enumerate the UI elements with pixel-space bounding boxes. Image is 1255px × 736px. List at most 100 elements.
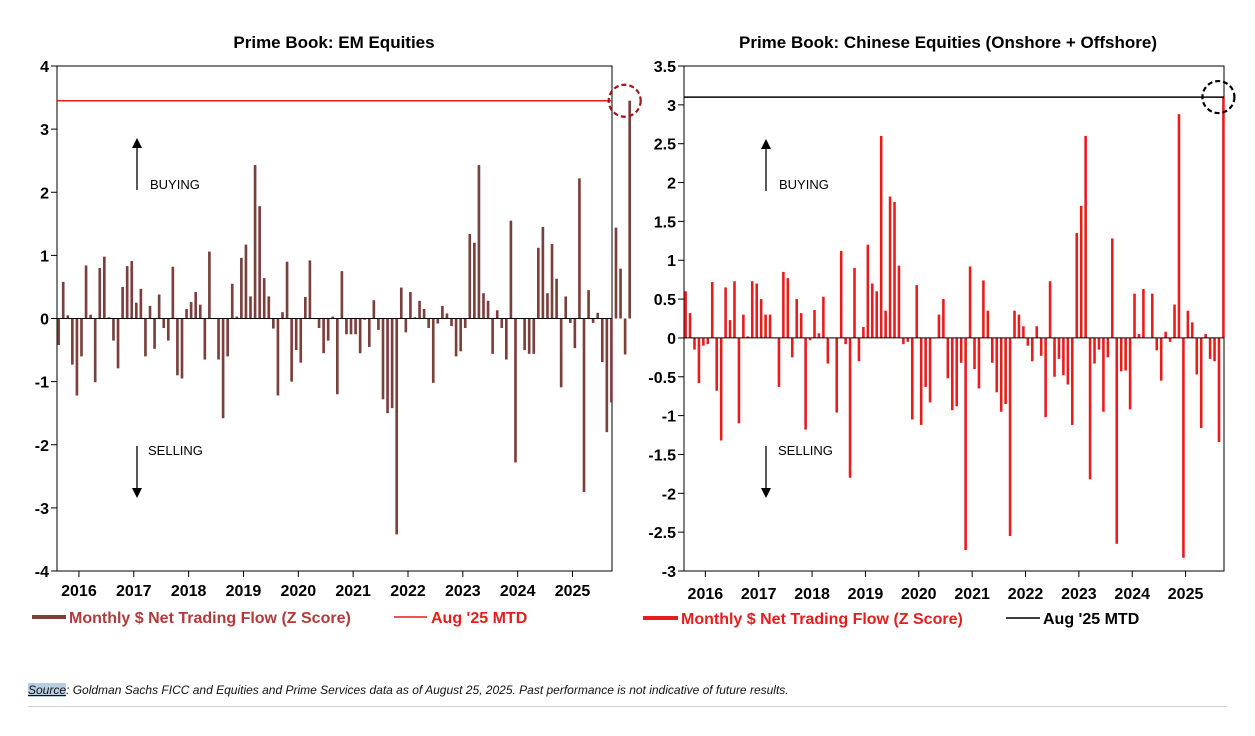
bar	[910, 337, 914, 420]
bar	[1039, 337, 1043, 356]
bar	[605, 318, 609, 433]
bar	[857, 337, 861, 362]
arrow-up-icon	[761, 139, 771, 149]
bar	[1119, 337, 1123, 372]
y-axis: -3 -2.5 -2 -1.5 -1 -0.5 0 0.5 1 1.5 2 2.5 3 3.5	[648, 59, 684, 581]
bar	[879, 135, 883, 338]
bar	[358, 318, 362, 354]
bar	[568, 318, 572, 323]
bar	[986, 310, 990, 338]
highlight-circle	[607, 83, 642, 118]
bar	[505, 318, 508, 360]
bar	[166, 318, 170, 341]
bar	[884, 310, 887, 338]
bar	[826, 337, 830, 364]
bar	[750, 281, 754, 338]
y-axis: -4 -3 -2 -1 0 1 2 3 4	[35, 59, 57, 581]
legend-label-bars: Monthly $ Net Trading Flow (Z Score)	[681, 611, 963, 628]
bar	[80, 318, 83, 357]
bar	[427, 318, 431, 328]
bar	[995, 337, 999, 393]
bar	[514, 318, 517, 463]
buying-label: BUYING	[150, 177, 200, 192]
bar	[1155, 337, 1159, 351]
bar	[937, 314, 941, 338]
bar	[1004, 337, 1007, 404]
bar	[959, 337, 963, 363]
bar	[628, 100, 632, 319]
bar	[733, 281, 736, 338]
y-tick-label: 3.5	[654, 59, 676, 76]
bar	[964, 337, 967, 551]
legend-label-line: Aug '25 MTD	[1043, 611, 1139, 628]
bar	[919, 337, 923, 425]
bar	[194, 291, 198, 319]
bar	[813, 309, 816, 338]
bar	[459, 318, 462, 352]
bar	[281, 312, 284, 319]
bar	[582, 318, 586, 493]
bar	[1031, 337, 1034, 362]
bar	[546, 293, 549, 319]
bar	[445, 313, 449, 319]
bar	[116, 318, 120, 369]
bar	[404, 318, 408, 333]
selling-label: SELLING	[778, 443, 833, 458]
bar	[308, 260, 312, 319]
bar	[386, 318, 389, 414]
bar	[272, 318, 275, 329]
bar	[84, 265, 88, 319]
chart-title: Prime Book: EM Equities	[233, 33, 434, 52]
bar	[1053, 337, 1056, 377]
bar	[991, 337, 994, 363]
legend-label-bars: Monthly $ Net Trading Flow (Z Score)	[69, 610, 351, 627]
bar	[354, 318, 357, 335]
bar	[853, 268, 856, 338]
bar	[317, 318, 321, 328]
bar	[1111, 238, 1114, 338]
x-tick-label: 2017	[116, 583, 152, 600]
bar	[619, 268, 622, 319]
x-axis: 2016 2017 2018 2019 2020 2021 2022 2023 2024 2025	[61, 571, 590, 600]
bottom-divider	[28, 706, 1227, 707]
bar	[848, 337, 852, 478]
bar	[715, 337, 719, 391]
bar	[294, 318, 298, 351]
bar	[973, 337, 976, 369]
bar	[153, 318, 156, 349]
bar	[719, 337, 723, 441]
highlight-circle	[1201, 79, 1236, 115]
bar	[93, 318, 97, 383]
bar	[835, 337, 839, 413]
bar	[89, 314, 92, 319]
bar	[808, 337, 812, 341]
bar	[746, 336, 750, 338]
bar	[1057, 337, 1061, 359]
bar	[928, 337, 932, 403]
bar	[381, 318, 385, 400]
bar	[550, 244, 554, 319]
x-tick-label: 2018	[171, 583, 207, 600]
bar	[1168, 337, 1172, 342]
y-tick-label: 3	[40, 122, 49, 139]
bar	[134, 302, 138, 319]
bar	[491, 318, 494, 354]
bar	[915, 285, 919, 338]
bar	[500, 318, 504, 328]
bar	[946, 337, 950, 379]
bar	[804, 337, 807, 430]
bar	[431, 318, 435, 383]
bar	[221, 318, 225, 419]
bar	[587, 290, 590, 319]
selling-label: SELLING	[148, 443, 203, 458]
bar	[1106, 337, 1110, 358]
bar	[614, 227, 618, 319]
bar	[217, 318, 220, 360]
bar	[418, 300, 421, 319]
bar	[103, 256, 106, 319]
y-tick-label: -2.5	[648, 525, 676, 542]
bar	[208, 251, 211, 319]
y-tick-label: -1.5	[648, 447, 676, 464]
bar	[436, 318, 440, 324]
